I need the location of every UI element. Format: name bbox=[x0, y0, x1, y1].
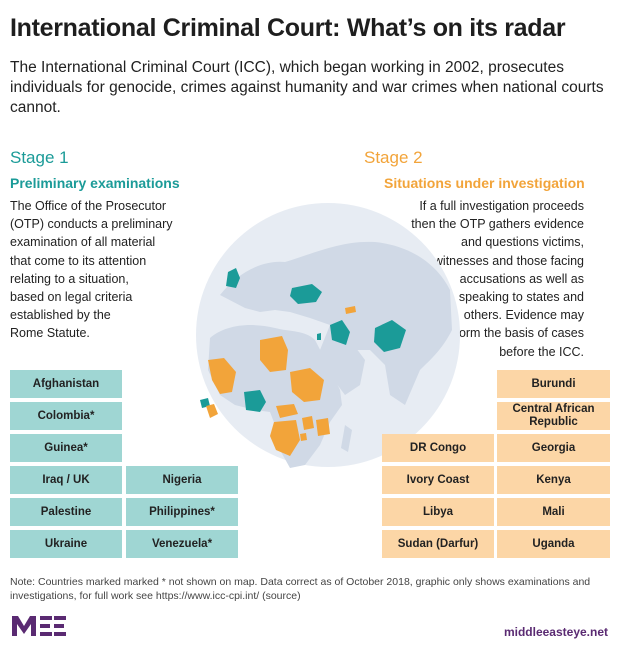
page-title: International Criminal Court: What’s on … bbox=[10, 14, 566, 42]
kenya-shape bbox=[316, 418, 330, 436]
stage1-line: Rome Statute. bbox=[10, 326, 90, 341]
stage2-line: then the OTP gathers evidence bbox=[411, 217, 584, 232]
stage1-country-box: Venezuela* bbox=[126, 530, 238, 558]
stage1-description: The Office of the Prosecutor (OTP) condu… bbox=[10, 197, 173, 343]
stage1-line: that come to its attention bbox=[10, 253, 147, 268]
world-map bbox=[196, 203, 460, 468]
car-shape bbox=[276, 404, 298, 418]
afghanistan-shape bbox=[374, 320, 406, 352]
stage2-country-box: Uganda bbox=[497, 530, 610, 558]
stage1-country-box: Philippines* bbox=[126, 498, 238, 526]
stage1-heading: Preliminary examinations bbox=[10, 175, 180, 191]
footnote: Note: Countries marked marked * not show… bbox=[10, 576, 591, 602]
sudan-shape bbox=[290, 368, 324, 402]
ivory-coast-shape bbox=[206, 404, 218, 418]
stage2-line: witnesses and those facing bbox=[433, 253, 584, 268]
arabia-land bbox=[320, 325, 365, 395]
stage1-line: based on legal criteria bbox=[10, 290, 133, 305]
mee-logo bbox=[12, 616, 66, 636]
burundi-shape bbox=[300, 433, 307, 441]
georgia-shape bbox=[345, 306, 356, 314]
stage1-line: established by the bbox=[10, 308, 111, 323]
stage2-country-box: Burundi bbox=[497, 370, 610, 398]
stage1-line: The Office of the Prosecutor bbox=[10, 199, 167, 213]
drc-shape bbox=[270, 420, 300, 456]
stage1-country-box: Palestine bbox=[10, 498, 122, 526]
stage2-line: If a full investigation proceeds bbox=[419, 199, 584, 213]
stage1-country-box: Colombia* bbox=[10, 402, 122, 430]
stage2-heading: Situations under investigation bbox=[384, 175, 585, 191]
stage2-description: If a full investigation proceeds then th… bbox=[411, 197, 584, 361]
stage2-line: accusations as well as bbox=[459, 271, 584, 286]
stage1-line: (OTP) conducts a preliminary bbox=[10, 217, 173, 232]
nigeria-shape bbox=[244, 390, 266, 412]
guinea-shape bbox=[200, 398, 210, 408]
ukraine-shape bbox=[290, 284, 322, 304]
site-url[interactable]: middleeasteye.net bbox=[503, 625, 608, 639]
mali-shape bbox=[208, 358, 236, 394]
page-subtitle: The International Criminal Court (ICC), … bbox=[10, 59, 604, 116]
stage2-line: speaking to states and bbox=[458, 290, 584, 305]
stage1-label: Stage 1 bbox=[10, 148, 69, 167]
stage2-country-box: Sudan (Darfur) bbox=[382, 530, 494, 558]
stage2-line: before the ICC. bbox=[499, 344, 584, 359]
libya-shape bbox=[260, 336, 288, 372]
stage2-country-box: Ivory Coast bbox=[382, 466, 494, 494]
stage1-line: relating to a situation, bbox=[10, 271, 129, 286]
stage2-label: Stage 2 bbox=[364, 148, 423, 167]
stage2-country-box: Libya bbox=[382, 498, 494, 526]
africa-land bbox=[208, 325, 342, 468]
madagascar-land bbox=[341, 425, 352, 452]
stage1-country-box: Ukraine bbox=[10, 530, 122, 558]
iraq-shape bbox=[330, 320, 350, 345]
stage2-line: and questions victims, bbox=[461, 235, 584, 250]
stage2-country-box: DR Congo bbox=[382, 434, 494, 462]
stage2-country-box: Central African Republic bbox=[497, 402, 610, 430]
stage2-line: form the basis of cases bbox=[455, 326, 584, 341]
stage2-country-box: Mali bbox=[497, 498, 610, 526]
stage2-country-box: Kenya bbox=[497, 466, 610, 494]
stage2-country-box: Georgia bbox=[497, 434, 610, 462]
stage1-line: examination of all material bbox=[10, 235, 156, 250]
stage1-country-box: Afghanistan bbox=[10, 370, 122, 398]
uganda-shape bbox=[302, 416, 314, 430]
uk-shape bbox=[226, 268, 240, 288]
palestine-shape bbox=[317, 333, 321, 340]
stage1-country-box: Iraq / UK bbox=[10, 466, 122, 494]
stage1-country-box: Guinea* bbox=[10, 434, 122, 462]
stage1-country-box: Nigeria bbox=[126, 466, 238, 494]
stage2-line: others. Evidence may bbox=[463, 308, 584, 323]
